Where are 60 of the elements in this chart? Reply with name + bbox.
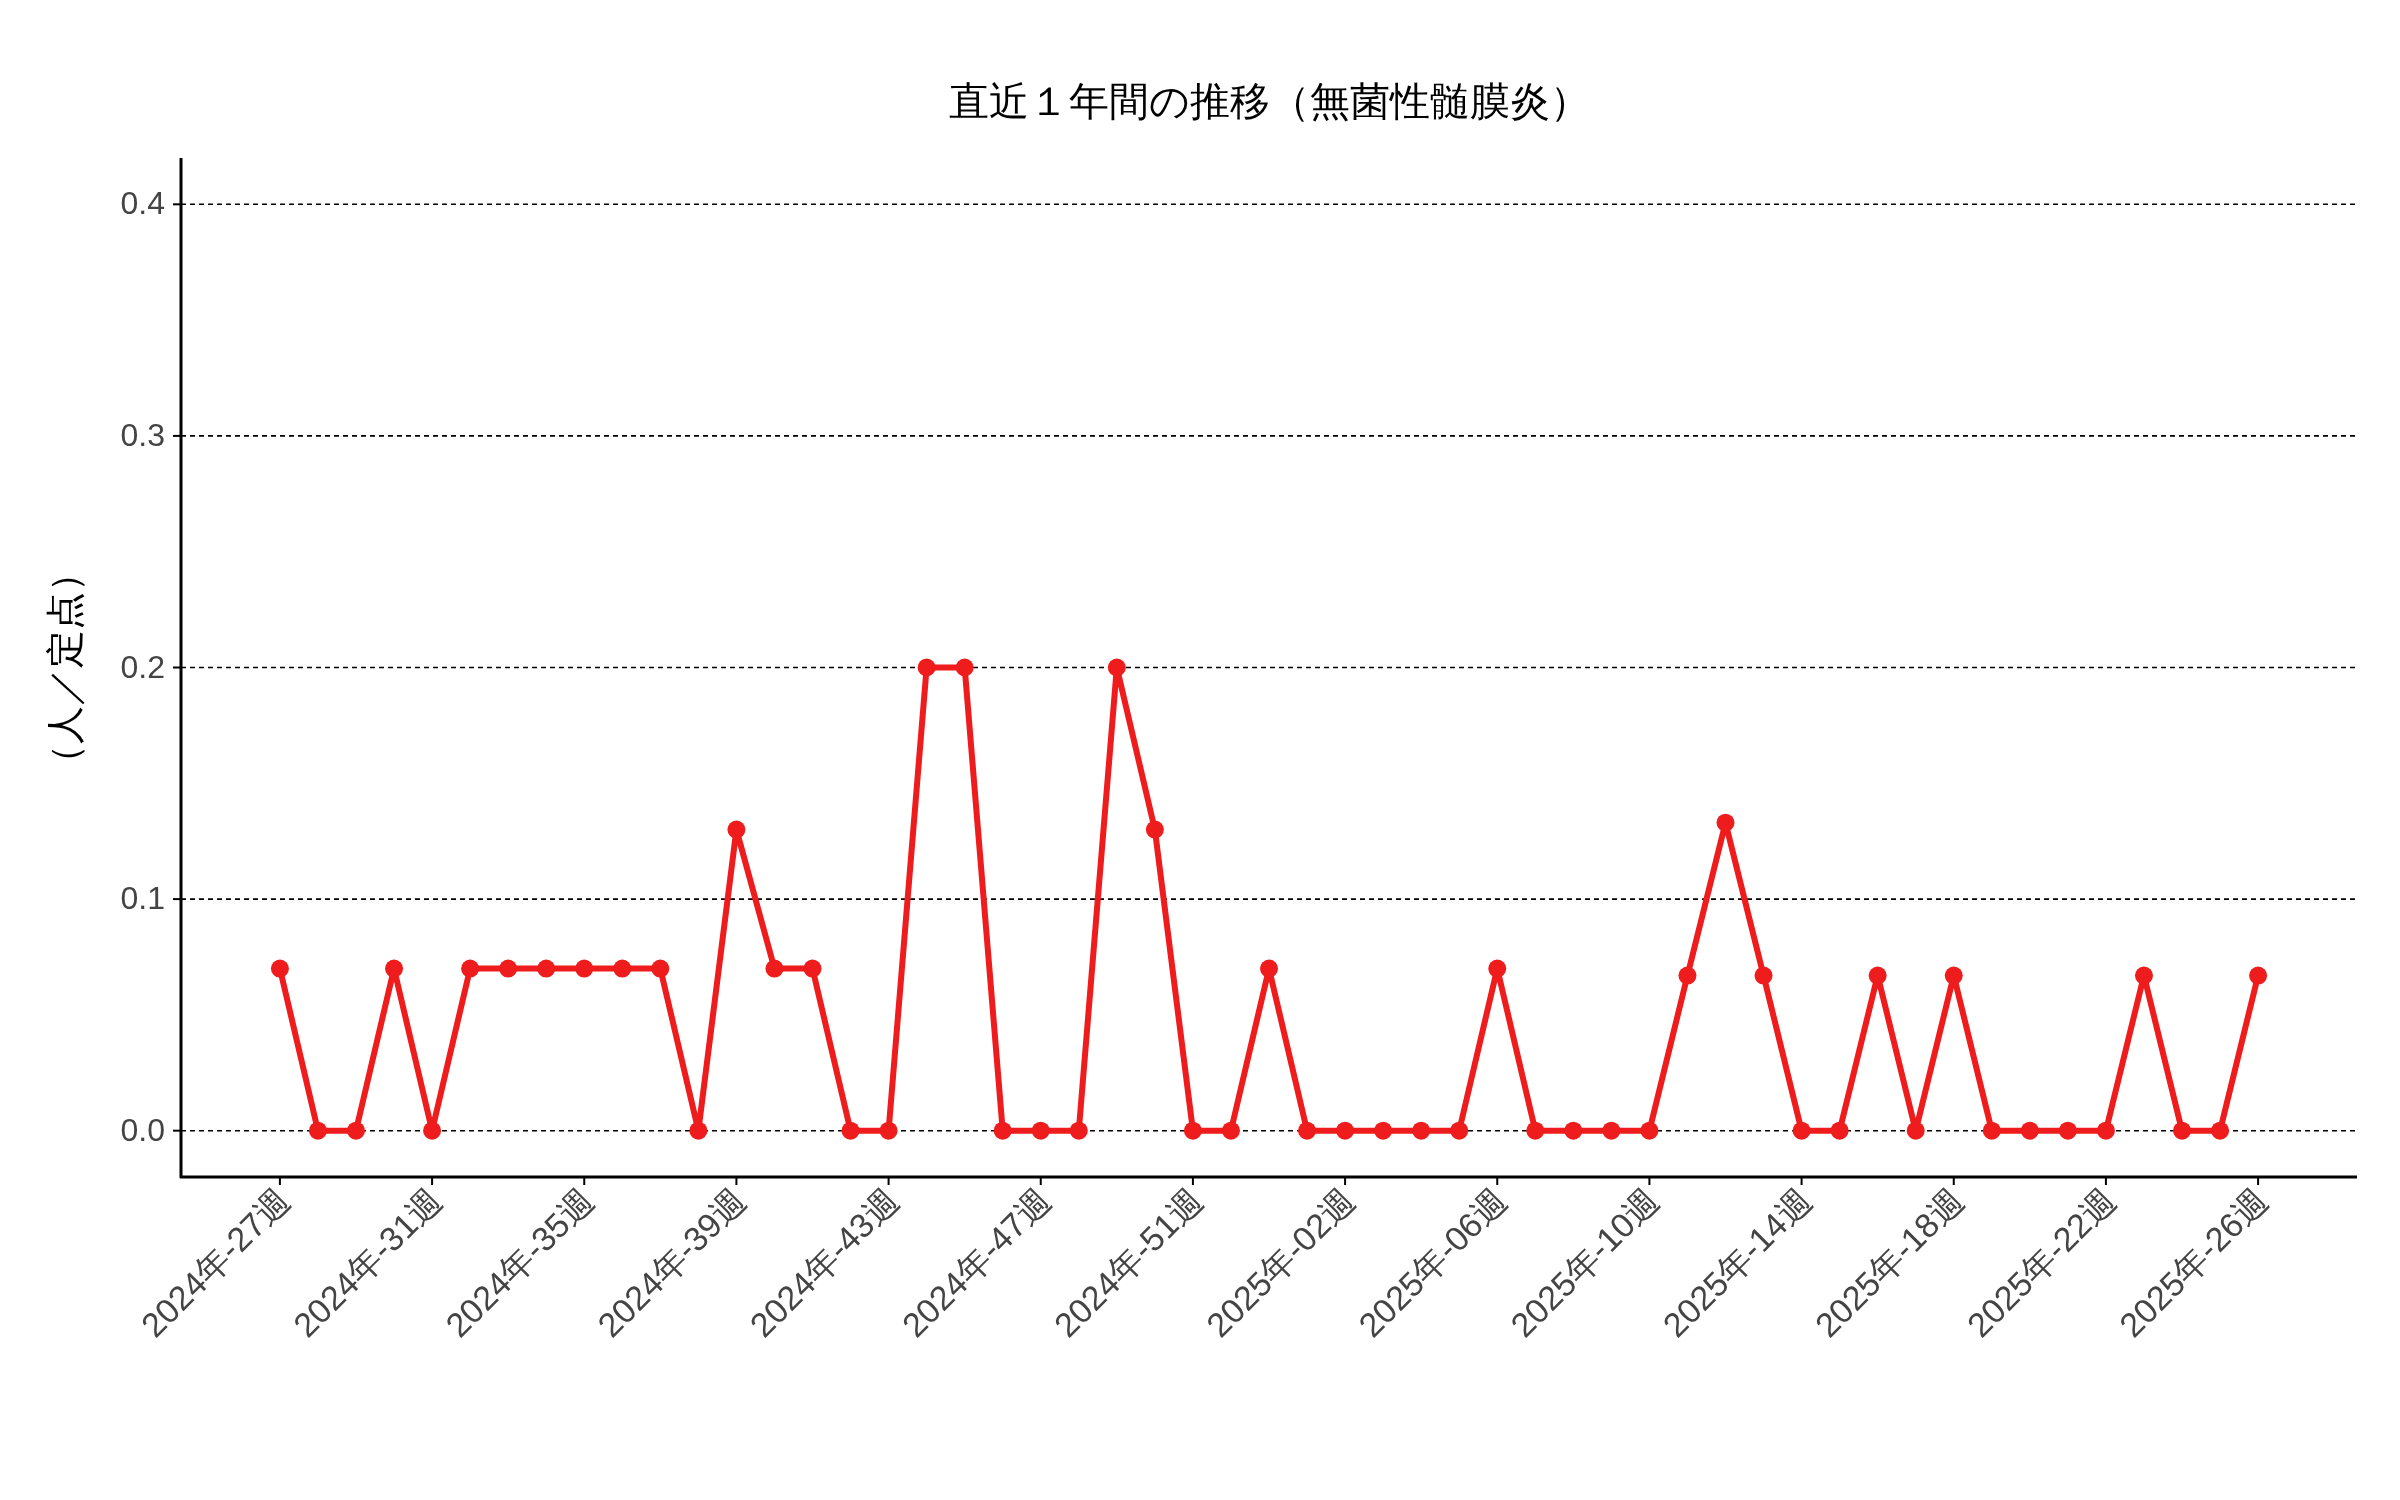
- point: [1982, 1121, 2001, 1140]
- point: [1716, 813, 1735, 832]
- point: [841, 1121, 860, 1140]
- point: [1145, 820, 1164, 839]
- point: [1298, 1121, 1317, 1140]
- point: [1374, 1121, 1393, 1140]
- point: [499, 959, 518, 978]
- point: [2020, 1121, 2039, 1140]
- y-axis-title: （人／定点）: [44, 553, 86, 782]
- point: [1450, 1121, 1469, 1140]
- point: [385, 959, 404, 978]
- point: [803, 959, 822, 978]
- point: [1792, 1121, 1811, 1140]
- point: [1906, 1121, 1925, 1140]
- y-tick-label: 0.4: [120, 185, 165, 222]
- point: [955, 658, 974, 677]
- point: [1754, 966, 1773, 985]
- point: [308, 1121, 327, 1140]
- point: [613, 959, 632, 978]
- point: [917, 658, 936, 677]
- point: [2096, 1121, 2115, 1140]
- point: [346, 1121, 365, 1140]
- y-tick-label: 0.0: [120, 1111, 165, 1148]
- point: [2211, 1121, 2230, 1140]
- y-tick-label: 0.3: [120, 416, 165, 453]
- point: [1260, 959, 1278, 978]
- point: [993, 1121, 1012, 1140]
- point: [765, 959, 784, 978]
- point: [1107, 658, 1126, 677]
- y-tick-label: 0.2: [120, 648, 165, 685]
- point: [651, 959, 670, 978]
- point: [1069, 1121, 1088, 1140]
- point: [1640, 1121, 1659, 1140]
- point: [2249, 966, 2268, 985]
- point: [270, 959, 289, 978]
- point: [1830, 1121, 1849, 1140]
- point: [423, 1121, 442, 1140]
- point: [2173, 1121, 2192, 1140]
- point: [689, 1121, 708, 1140]
- point: [1336, 1121, 1355, 1140]
- chart-title: 直近１年間の推移（無菌性髄膜炎）: [948, 79, 1590, 123]
- point: [1488, 959, 1507, 978]
- point: [1183, 1121, 1202, 1140]
- point: [2058, 1121, 2077, 1140]
- point: [537, 959, 556, 978]
- point: [1412, 1121, 1431, 1140]
- point: [879, 1121, 898, 1140]
- point: [575, 959, 594, 978]
- point: [1602, 1121, 1621, 1140]
- point: [1678, 966, 1697, 985]
- point: [1031, 1121, 1050, 1140]
- point: [1944, 966, 1963, 985]
- y-tick-label: 0.1: [120, 880, 165, 917]
- point: [1868, 966, 1887, 985]
- point: [461, 959, 480, 978]
- point: [727, 820, 746, 839]
- point: [1221, 1121, 1240, 1140]
- point: [1564, 1121, 1583, 1140]
- point: [1526, 1121, 1545, 1140]
- point: [2134, 966, 2153, 985]
